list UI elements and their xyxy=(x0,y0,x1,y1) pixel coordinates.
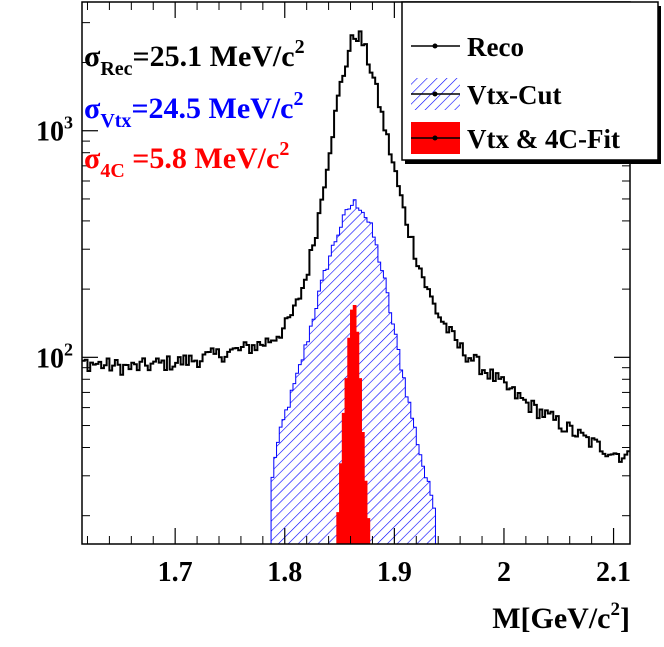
svg-text:M[GeV/c2]: M[GeV/c2] xyxy=(492,599,630,635)
x-tick-label: 2.1 xyxy=(596,557,631,588)
y-tick-label: 102 xyxy=(36,339,73,374)
x-axis-title-sup: 2 xyxy=(611,599,621,620)
legend-label-vtx-4c-fit: Vtx & 4C-Fit xyxy=(467,124,620,154)
series-layer xyxy=(82,30,630,544)
annotation-sigma-rec: σRec=25.1 MeV/c2 xyxy=(84,36,305,80)
x-tick-label: 2 xyxy=(497,557,511,588)
legend-label-reco: Reco xyxy=(467,32,524,62)
plot-frame xyxy=(81,1,631,545)
x-tick-label: 1.8 xyxy=(267,557,302,588)
legend-entry-vtx-4c-fit: Vtx & 4C-Fit xyxy=(411,122,620,154)
series-reco xyxy=(82,30,630,463)
legend-label-vtx-cut: Vtx-Cut xyxy=(467,80,562,110)
series-vtx-4c-fit xyxy=(336,305,371,544)
legend: Reco Vtx-Cut Vtx & 4C-Fit xyxy=(401,1,661,164)
x-axis-title: M[GeV/c2] xyxy=(492,599,630,635)
legend-entry-vtx-cut: Vtx-Cut xyxy=(411,78,562,110)
annotation-sigma-vtx: σVtx=24.5 MeV/c2 xyxy=(84,88,303,132)
annotation-sigma-4c: σ4C =5.8 MeV/c2 xyxy=(84,138,289,182)
legend-entry-reco: Reco xyxy=(411,32,524,62)
y-tick-label: 103 xyxy=(36,113,73,148)
x-axis-title-main: M[GeV/c xyxy=(492,602,610,635)
x-axis-title-tail: ] xyxy=(620,602,630,635)
x-tick-label: 1.7 xyxy=(158,557,193,588)
x-tick-label: 1.9 xyxy=(377,557,412,588)
sigma-annotations: σRec=25.1 MeV/c2 σVtx=24.5 MeV/c2 σ4C =5… xyxy=(84,36,305,182)
